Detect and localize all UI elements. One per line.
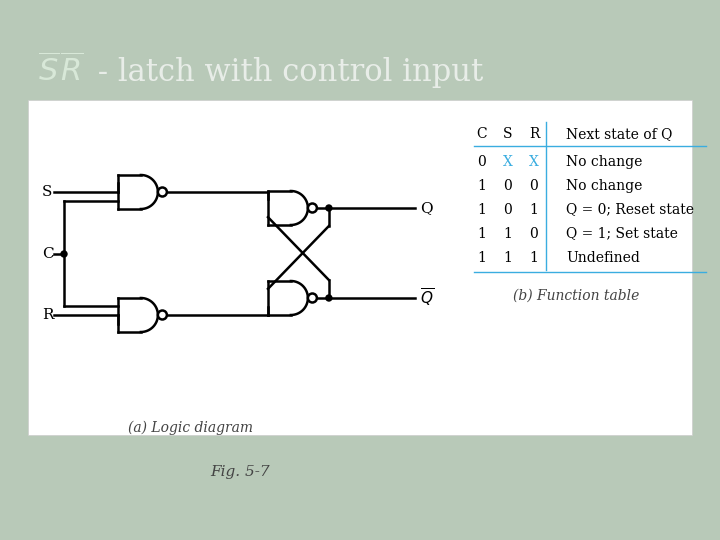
Text: 1: 1 xyxy=(530,202,539,217)
Text: (a) Logic diagram: (a) Logic diagram xyxy=(127,421,253,435)
Text: 0: 0 xyxy=(477,154,487,168)
Text: C: C xyxy=(42,247,53,261)
Text: 0: 0 xyxy=(503,179,513,193)
Text: 1: 1 xyxy=(477,179,487,193)
Text: Fig. 5-7: Fig. 5-7 xyxy=(210,465,270,479)
Text: No change: No change xyxy=(566,154,642,168)
Text: 1: 1 xyxy=(477,251,487,265)
Text: X: X xyxy=(503,154,513,168)
Circle shape xyxy=(326,205,332,211)
Text: No change: No change xyxy=(566,179,642,193)
Text: 1: 1 xyxy=(530,251,539,265)
Circle shape xyxy=(308,204,317,213)
Text: $\overline{Q}$: $\overline{Q}$ xyxy=(420,287,434,309)
Text: (b) Function table: (b) Function table xyxy=(513,289,639,303)
Text: X: X xyxy=(529,154,539,168)
Text: 1: 1 xyxy=(503,251,513,265)
Text: Undefined: Undefined xyxy=(566,251,640,265)
Text: Q = 1; Set state: Q = 1; Set state xyxy=(566,227,678,241)
Text: 0: 0 xyxy=(503,202,513,217)
Text: $\overline{S}$: $\overline{S}$ xyxy=(38,55,59,89)
Circle shape xyxy=(326,295,332,301)
Circle shape xyxy=(158,187,167,197)
Text: 0: 0 xyxy=(530,179,539,193)
Text: - latch with control input: - latch with control input xyxy=(88,57,483,87)
Text: 0: 0 xyxy=(530,227,539,241)
Text: R: R xyxy=(528,127,539,141)
Circle shape xyxy=(308,294,317,302)
Bar xyxy=(28,100,692,435)
Text: Q: Q xyxy=(420,201,433,215)
Text: C: C xyxy=(477,127,487,141)
Text: $\overline{R}$: $\overline{R}$ xyxy=(60,55,84,89)
Text: R: R xyxy=(42,308,53,322)
Text: 1: 1 xyxy=(477,227,487,241)
Text: 1: 1 xyxy=(503,227,513,241)
Circle shape xyxy=(61,251,67,257)
Text: S: S xyxy=(503,127,513,141)
Text: Q = 0; Reset state: Q = 0; Reset state xyxy=(566,202,694,217)
Text: S: S xyxy=(42,185,53,199)
Text: 1: 1 xyxy=(477,202,487,217)
Text: Next state of Q: Next state of Q xyxy=(566,127,672,141)
Circle shape xyxy=(158,310,167,320)
